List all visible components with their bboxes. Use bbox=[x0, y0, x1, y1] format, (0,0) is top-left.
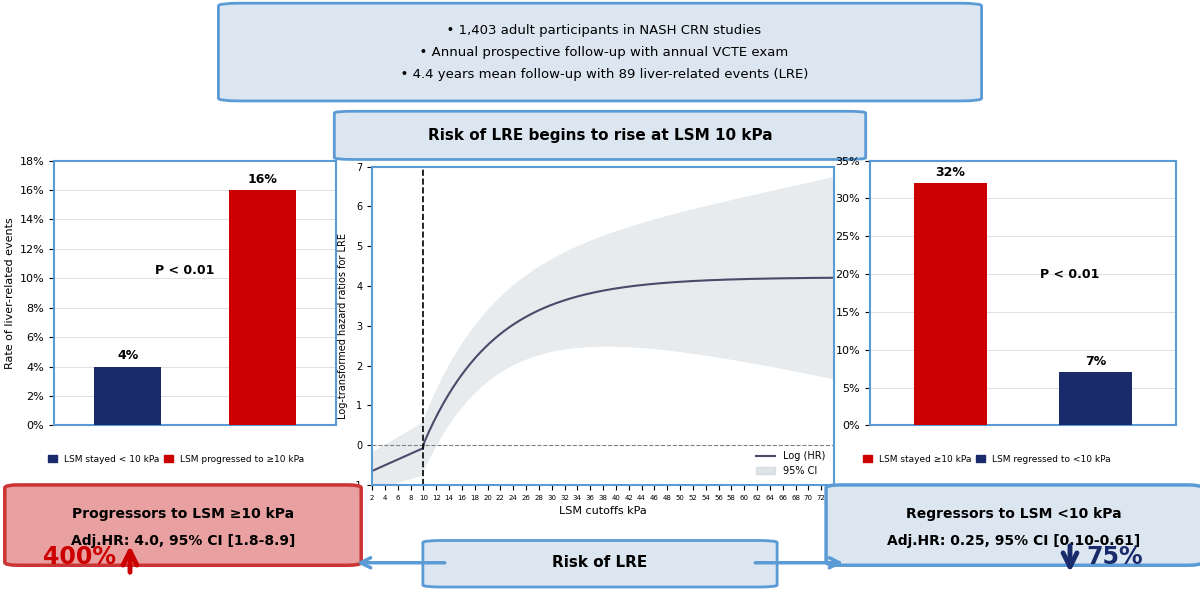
Legend: LSM stayed < 10 kPa, LSM progressed to ≥10 kPa: LSM stayed < 10 kPa, LSM progressed to ≥… bbox=[44, 451, 308, 467]
Text: Risk of LRE begins to rise at LSM 10 kPa: Risk of LRE begins to rise at LSM 10 kPa bbox=[427, 128, 773, 143]
Text: Adj.HR: 4.0, 95% CI [1.8-8.9]: Adj.HR: 4.0, 95% CI [1.8-8.9] bbox=[71, 534, 295, 549]
Bar bbox=[1060, 372, 1133, 425]
Text: 16%: 16% bbox=[247, 173, 277, 186]
Bar bbox=[95, 367, 162, 425]
Text: Risk of LRE: Risk of LRE bbox=[552, 555, 648, 570]
FancyBboxPatch shape bbox=[826, 485, 1200, 565]
Legend: Log (HR), 95% CI: Log (HR), 95% CI bbox=[751, 447, 829, 480]
Text: Regressors to LSM <10 kPa: Regressors to LSM <10 kPa bbox=[906, 507, 1122, 521]
Text: Progressors to LSM ≥10 kPa: Progressors to LSM ≥10 kPa bbox=[72, 507, 294, 521]
FancyBboxPatch shape bbox=[218, 3, 982, 101]
Text: • 1,403 adult participants in NASH CRN studies
  • Annual prospective follow-up : • 1,403 adult participants in NASH CRN s… bbox=[392, 24, 808, 80]
Bar bbox=[913, 183, 986, 425]
X-axis label: LSM cutoffs kPa: LSM cutoffs kPa bbox=[559, 506, 647, 516]
Y-axis label: Log-transformed hazard ratios for LRE: Log-transformed hazard ratios for LRE bbox=[338, 233, 348, 419]
Text: 4%: 4% bbox=[118, 349, 138, 362]
FancyBboxPatch shape bbox=[422, 540, 778, 587]
Text: 32%: 32% bbox=[935, 166, 965, 179]
FancyBboxPatch shape bbox=[5, 485, 361, 565]
Legend: LSM stayed ≥10 kPa, LSM regressed to <10 kPa: LSM stayed ≥10 kPa, LSM regressed to <10… bbox=[859, 451, 1115, 467]
FancyBboxPatch shape bbox=[335, 111, 865, 159]
Text: P < 0.01: P < 0.01 bbox=[155, 264, 214, 277]
Y-axis label: Rate of liver-related events: Rate of liver-related events bbox=[5, 217, 16, 369]
Text: 7%: 7% bbox=[1085, 355, 1106, 368]
Bar bbox=[228, 190, 295, 425]
Text: 400%: 400% bbox=[43, 545, 116, 569]
Y-axis label: Rate of liver-related events: Rate of liver-related events bbox=[821, 217, 832, 369]
Text: P < 0.01: P < 0.01 bbox=[1040, 268, 1099, 281]
Text: 75%: 75% bbox=[1087, 545, 1144, 569]
Text: Adj.HR: 0.25, 95% CI [0.10-0.61]: Adj.HR: 0.25, 95% CI [0.10-0.61] bbox=[887, 534, 1141, 549]
